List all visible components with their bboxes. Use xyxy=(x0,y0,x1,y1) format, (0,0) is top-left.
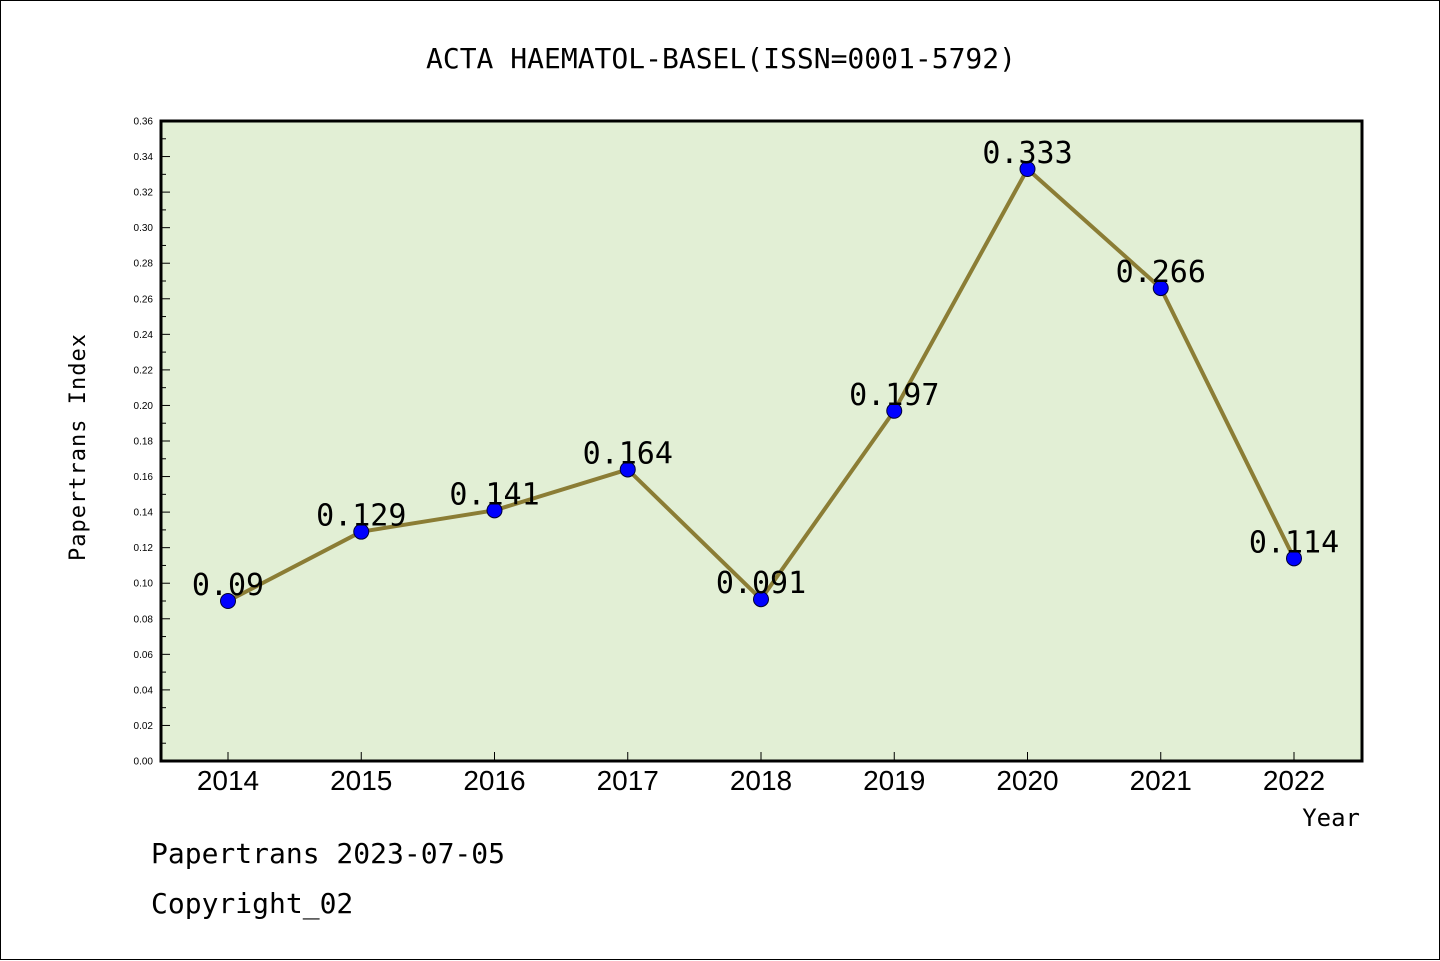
y-axis: 0.00 0.02 0.04 0.06 0.08 0.10 0.12 0.14 0.16 0.18… xyxy=(134,117,170,768)
x-tick-label: 2015 xyxy=(330,765,392,796)
x-tick-label: 2016 xyxy=(463,765,525,796)
data-point xyxy=(619,461,636,478)
data-point xyxy=(1019,161,1036,177)
y-tick-label: 0.08 xyxy=(134,614,154,625)
data-label: 0.091 xyxy=(716,566,806,601)
y-tick-label: 0.26 xyxy=(134,294,154,305)
plot-area xyxy=(161,121,1362,761)
y-axis-label: Papertrans Index xyxy=(66,333,91,561)
y-tick-label: 0.14 xyxy=(134,508,154,519)
data-label: 0.141 xyxy=(449,477,539,512)
x-tick-label: 2021 xyxy=(1130,765,1192,796)
data-point xyxy=(1152,280,1169,297)
series-group: 0.09 0.129 0.141 0.164 0.091 0.197 0.333 0.266 0… xyxy=(192,136,1339,609)
data-point xyxy=(753,591,769,608)
y-tick-label: 0.20 xyxy=(134,401,154,412)
x-axis-label: Year xyxy=(1302,804,1360,832)
data-label: 0.197 xyxy=(849,378,939,413)
data-label: 0.09 xyxy=(192,568,264,603)
footer-date: Papertrans 2023-07-05 xyxy=(151,837,506,870)
y-tick-label: 0.18 xyxy=(134,437,154,448)
x-tick-label: 2017 xyxy=(597,765,659,796)
y-tick-label: 0.32 xyxy=(134,188,154,199)
data-label: 0.114 xyxy=(1249,525,1339,560)
data-label: 0.129 xyxy=(316,499,406,534)
data-label: 0.266 xyxy=(1116,255,1206,290)
plot-border xyxy=(159,119,1364,763)
data-label: 0.164 xyxy=(583,436,673,471)
y-tick-label: 0.10 xyxy=(134,579,154,590)
data-label: 0.333 xyxy=(982,136,1072,171)
x-tick-label: 2018 xyxy=(730,765,792,796)
y-tick-label: 0.12 xyxy=(134,543,154,554)
y-tick-label: 0.24 xyxy=(134,330,154,341)
x-tick-label: 2020 xyxy=(996,765,1058,796)
y-tick-label: 0.00 xyxy=(134,757,154,768)
y-tick-label: 0.28 xyxy=(134,259,154,270)
y-tick-label: 0.02 xyxy=(134,721,154,732)
x-tick-label: 2014 xyxy=(197,765,259,796)
x-tick-label: 2022 xyxy=(1263,765,1325,796)
data-point xyxy=(220,593,236,609)
x-axis: 2014 2015 2016 2017 2018 2019 2020 2021 2022 xyxy=(197,752,1325,796)
y-tick-label: 0.22 xyxy=(134,365,154,376)
y-tick-label: 0.04 xyxy=(134,685,154,696)
y-tick-label: 0.34 xyxy=(134,152,154,163)
data-point xyxy=(486,502,503,519)
data-point xyxy=(886,402,903,419)
y-tick-label: 0.16 xyxy=(134,472,154,483)
x-tick-label: 2019 xyxy=(863,765,925,796)
chart-title: ACTA HAEMATOL-BASEL(ISSN=0001-5792) xyxy=(426,42,1016,75)
footer-copyright: Copyright_02 xyxy=(151,887,354,920)
data-point xyxy=(1286,550,1302,567)
y-tick-label: 0.06 xyxy=(134,650,154,661)
y-tick-label: 0.30 xyxy=(134,223,154,234)
data-point xyxy=(353,523,370,540)
y-tick-label: 0.36 xyxy=(134,117,154,128)
